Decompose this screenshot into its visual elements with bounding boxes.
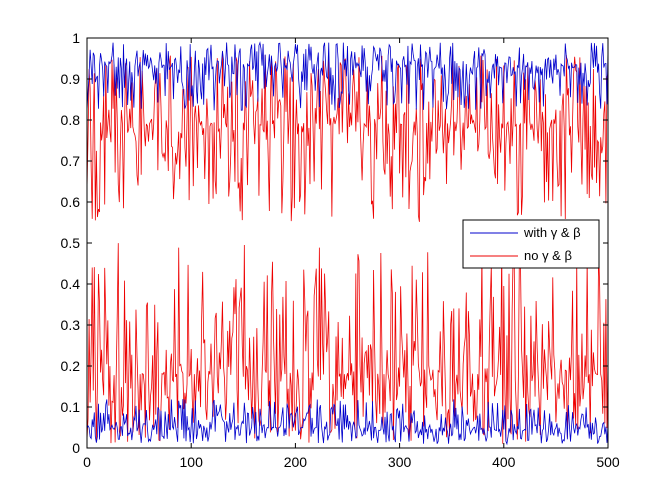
ticks-layer: 0 100 200 300 400 500 0 0.1 0.2 0.3 0.4 0.5 0.6 0.7 0.… (61, 30, 620, 470)
y-tick-label: 0.1 (61, 399, 81, 415)
legend-box (462, 219, 600, 269)
y-tick-label: 0.5 (61, 235, 81, 251)
x-tick-label: 200 (284, 454, 308, 470)
series-line-no-upper-cluster (86, 54, 609, 222)
series-line-no-lower-cluster (86, 243, 609, 444)
y-tick-label: 0.7 (61, 153, 81, 169)
y-tick-label: 0.4 (61, 276, 81, 292)
y-tick-label: 0.2 (61, 358, 81, 374)
x-tick-label: 0 (83, 454, 91, 470)
x-tick-label: 100 (180, 454, 204, 470)
x-tick-label: 300 (388, 454, 412, 470)
series-line-with-upper-cluster (86, 41, 609, 111)
y-tick-label: 0.3 (61, 317, 81, 333)
legend: with γ & β no γ & β (462, 219, 600, 269)
y-tick-label: 0.8 (61, 112, 81, 128)
y-tick-label: 0.9 (61, 71, 81, 87)
series-layer (86, 41, 609, 446)
y-tick-label: 0 (72, 440, 80, 456)
legend-label-with: with γ & β (523, 225, 581, 240)
series-line-with-lower-cluster (86, 399, 609, 446)
x-tick-label: 500 (596, 454, 620, 470)
y-tick-label: 1 (72, 30, 80, 46)
y-tick-label: 0.6 (61, 194, 81, 210)
x-tick-label: 400 (492, 454, 516, 470)
legend-label-no: no γ & β (524, 248, 572, 263)
